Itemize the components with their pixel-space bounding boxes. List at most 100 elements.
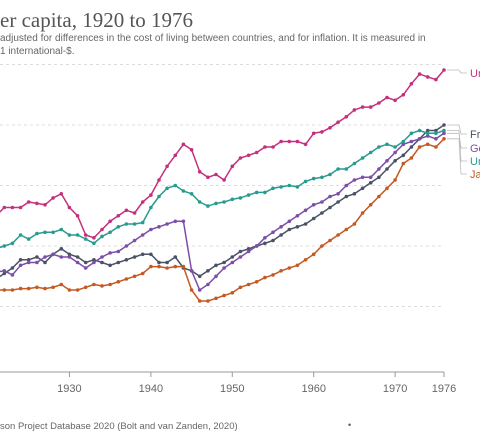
data-point <box>18 263 23 268</box>
data-point <box>18 258 23 262</box>
data-point <box>2 269 7 273</box>
data-point <box>328 205 332 210</box>
data-point <box>75 255 80 259</box>
legend-label: Ja <box>470 169 480 181</box>
data-point <box>254 190 259 195</box>
subtitle-line-1: adjusted for differences in the cost of … <box>0 33 426 44</box>
data-point <box>393 145 397 149</box>
data-point <box>336 167 340 171</box>
data-point <box>295 139 300 144</box>
data-point <box>360 175 365 180</box>
x-tick-label: 1930 <box>57 383 81 395</box>
data-point <box>320 200 324 204</box>
data-point <box>279 269 283 273</box>
data-point <box>181 264 186 269</box>
data-point <box>393 159 397 163</box>
data-point <box>352 192 357 196</box>
data-point <box>35 260 39 265</box>
data-point <box>51 196 55 200</box>
data-point <box>181 219 186 224</box>
data-point <box>10 288 15 292</box>
data-point <box>393 178 397 182</box>
data-point <box>344 167 349 171</box>
data-point <box>434 128 438 133</box>
data-point <box>320 211 324 215</box>
data-point <box>377 145 381 149</box>
data-point <box>214 263 218 268</box>
data-point <box>2 288 7 292</box>
data-point <box>26 258 31 262</box>
data-point <box>206 175 210 180</box>
series-2 <box>0 131 446 292</box>
data-point <box>10 273 15 277</box>
legend-connector <box>447 138 467 175</box>
series-lines <box>0 68 446 303</box>
data-point <box>132 255 137 259</box>
data-point <box>92 260 96 265</box>
data-point <box>442 137 446 141</box>
data-point <box>401 139 406 144</box>
data-point <box>92 282 96 287</box>
data-point <box>230 164 235 169</box>
data-point <box>434 145 438 149</box>
data-point <box>173 153 178 158</box>
data-point <box>311 252 316 257</box>
data-point <box>303 179 308 184</box>
data-point <box>344 183 349 188</box>
data-point <box>35 201 39 206</box>
data-point <box>206 269 210 273</box>
data-point <box>157 194 161 199</box>
data-point <box>173 264 178 269</box>
series-3 <box>0 128 446 249</box>
data-point <box>271 145 275 149</box>
data-point <box>303 142 308 147</box>
source-note: son Project Database 2020 (Bolt and van … <box>0 421 238 432</box>
data-point <box>279 233 283 237</box>
data-point <box>328 194 332 199</box>
data-point <box>279 185 283 189</box>
data-point <box>230 255 235 259</box>
data-point <box>75 288 80 292</box>
data-point <box>75 214 80 218</box>
chart-title: er capita, 1920 to 1976 <box>0 8 194 32</box>
data-point <box>165 222 169 226</box>
data-point <box>263 190 267 195</box>
series-line <box>0 69 445 239</box>
data-point <box>336 120 340 124</box>
data-point <box>83 266 88 270</box>
data-point <box>385 186 389 191</box>
data-point <box>59 192 64 196</box>
data-point <box>425 142 430 147</box>
data-point <box>368 150 373 155</box>
data-point <box>43 255 47 259</box>
data-point <box>434 131 438 136</box>
data-point <box>132 274 137 279</box>
x-axis: 20193019401950196019701976 <box>0 371 456 395</box>
data-point <box>2 244 7 248</box>
data-point <box>26 200 31 204</box>
data-point <box>51 285 55 290</box>
data-point <box>149 252 153 257</box>
data-point <box>149 193 153 197</box>
data-point <box>328 172 332 177</box>
data-point <box>263 275 267 280</box>
data-point <box>59 255 64 259</box>
chart-subtitle: adjusted for differences in the cost of … <box>0 32 470 58</box>
x-tick-label: 1970 <box>383 383 407 395</box>
data-point <box>140 252 145 257</box>
data-point <box>108 230 112 235</box>
data-point <box>368 181 373 185</box>
data-point <box>442 131 446 136</box>
data-point <box>35 255 39 259</box>
x-tick-label: 1960 <box>301 383 325 395</box>
data-point <box>246 153 251 158</box>
data-point <box>303 208 308 213</box>
data-point <box>140 220 145 225</box>
data-point <box>75 233 80 237</box>
data-point <box>222 260 226 265</box>
data-point <box>35 231 39 236</box>
data-point <box>303 222 308 226</box>
data-point <box>173 255 178 259</box>
data-point <box>352 108 357 112</box>
